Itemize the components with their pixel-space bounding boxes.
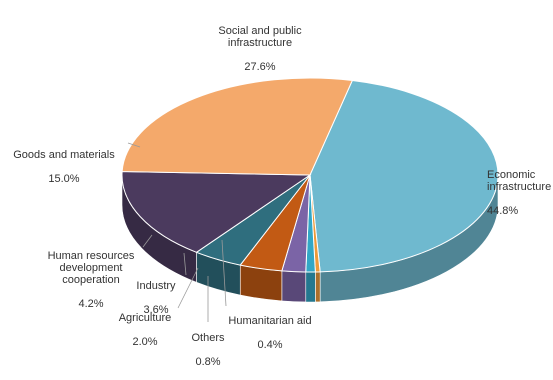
leader-line bbox=[177, 267, 199, 309]
leader-line bbox=[183, 252, 187, 276]
label-human-resources: Human resources development cooperation … bbox=[36, 238, 146, 322]
slice-value: 15.0% bbox=[48, 173, 80, 185]
label-humanitarian-aid: Humanitarian aid 0.4% bbox=[220, 303, 320, 363]
slice-goods-and-materials bbox=[121, 171, 312, 253]
slice-side-humanitarian-aid bbox=[315, 271, 321, 303]
slice-value: 44.8% bbox=[487, 205, 519, 217]
slice-social-and-public-infrastructure bbox=[121, 77, 354, 176]
label-agriculture: Agriculture 2.0% bbox=[110, 300, 180, 360]
slice-label: Others bbox=[191, 332, 225, 344]
pie-chart bbox=[121, 77, 499, 322]
label-goods-materials: Goods and materials 15.0% bbox=[0, 137, 128, 197]
slice-label: Economic infrastructure bbox=[487, 169, 552, 193]
label-social-infrastructure: Social and public infrastructure 27.6% bbox=[195, 13, 325, 85]
slice-value: 2.0% bbox=[132, 336, 158, 348]
leader-lines bbox=[127, 142, 227, 322]
slice-value: 3.6% bbox=[143, 304, 169, 316]
pie-tops bbox=[121, 77, 499, 273]
slice-label: Human resources development cooperation bbox=[47, 250, 135, 286]
label-economic-infrastructure: Economic infrastructure 44.8% bbox=[487, 157, 553, 229]
slice-label: Social and public infrastructure bbox=[218, 25, 302, 49]
slice-value: 27.6% bbox=[244, 61, 276, 73]
slice-side-agriculture bbox=[281, 270, 307, 303]
slice-label: Agriculture bbox=[118, 312, 172, 324]
leader-line bbox=[127, 142, 141, 148]
slice-label: Humanitarian aid bbox=[228, 315, 312, 327]
slice-economic-infrastructure bbox=[309, 79, 499, 273]
leader-line bbox=[221, 239, 227, 307]
leader-line bbox=[142, 234, 153, 248]
slice-value: 4.2% bbox=[78, 298, 104, 310]
slice-value: 0.4% bbox=[257, 339, 283, 351]
slice-side-others bbox=[305, 271, 316, 303]
label-industry: Industry 3.6% bbox=[126, 268, 186, 328]
slice-label: Goods and materials bbox=[13, 149, 115, 161]
slice-label: Industry bbox=[136, 280, 176, 292]
